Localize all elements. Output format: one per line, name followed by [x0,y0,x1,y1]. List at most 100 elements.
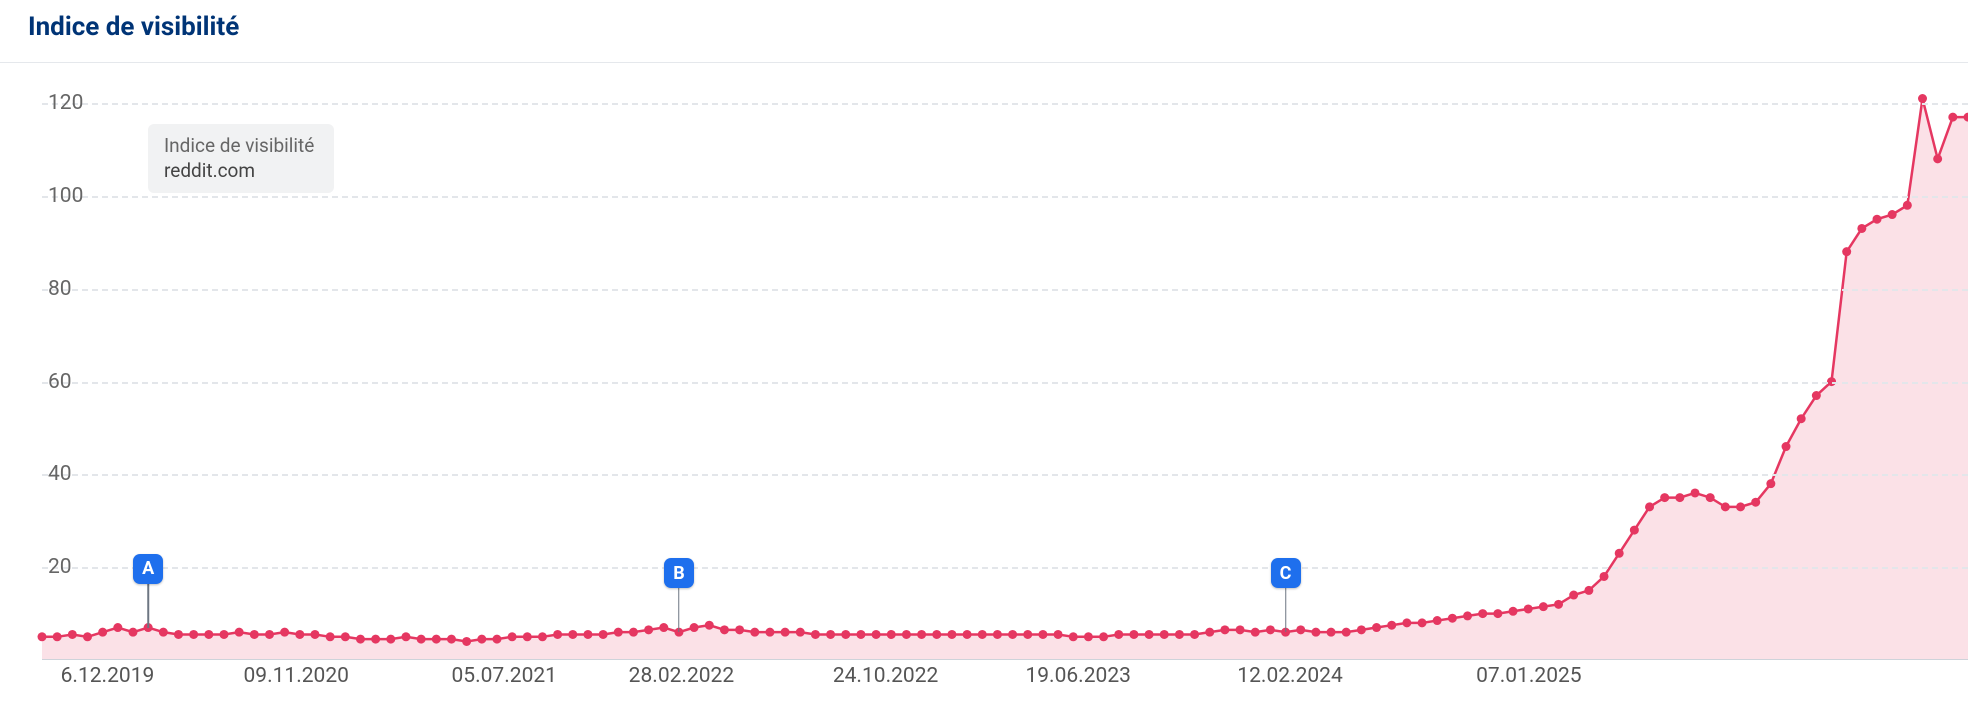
data-point[interactable] [1857,224,1866,233]
data-point[interactable] [492,635,501,644]
data-point[interactable] [1903,201,1912,210]
data-point[interactable] [1084,632,1093,641]
data-point[interactable] [1448,614,1457,623]
data-point[interactable] [568,630,577,639]
data-point[interactable] [386,635,395,644]
data-point[interactable] [705,621,714,630]
data-point[interactable] [1296,625,1305,634]
data-point[interactable] [811,630,820,639]
data-point[interactable] [447,635,456,644]
data-point[interactable] [295,630,304,639]
data-point[interactable] [265,630,274,639]
data-point[interactable] [659,623,668,632]
data-point[interactable] [1327,628,1336,637]
data-point[interactable] [371,635,380,644]
data-point[interactable] [826,630,835,639]
data-point[interactable] [1145,630,1154,639]
data-point[interactable] [887,630,896,639]
data-point[interactable] [1554,600,1563,609]
data-point[interactable] [68,630,77,639]
data-point[interactable] [796,628,805,637]
data-point[interactable] [1402,618,1411,627]
data-point[interactable] [1372,623,1381,632]
data-point[interactable] [310,630,319,639]
data-point[interactable] [1023,630,1032,639]
marker-badge-a[interactable]: A [133,554,163,584]
data-point[interactable] [356,635,365,644]
data-point[interactable] [963,630,972,639]
data-point[interactable] [1797,414,1806,423]
data-point[interactable] [1387,621,1396,630]
data-point[interactable] [1706,493,1715,502]
data-point[interactable] [1038,630,1047,639]
data-point[interactable] [1493,609,1502,618]
data-point[interactable] [1220,625,1229,634]
data-point[interactable] [1357,625,1366,634]
data-point[interactable] [1630,526,1639,535]
data-point[interactable] [523,632,532,641]
data-point[interactable] [947,630,956,639]
data-point[interactable] [538,632,547,641]
data-point[interactable] [1418,618,1427,627]
data-point[interactable] [204,630,213,639]
data-point[interactable] [720,625,729,634]
data-point[interactable] [219,630,228,639]
data-point[interactable] [1873,215,1882,224]
data-point[interactable] [841,630,850,639]
data-point[interactable] [1948,113,1957,122]
data-point[interactable] [1524,604,1533,613]
data-point[interactable] [1691,488,1700,497]
data-point[interactable] [781,628,790,637]
data-point[interactable] [1129,630,1138,639]
data-point[interactable] [599,630,608,639]
data-point[interactable] [1539,602,1548,611]
data-point[interactable] [993,630,1002,639]
legend[interactable]: Indice de visibilité reddit.com [148,124,334,193]
data-point[interactable] [1569,591,1578,600]
data-point[interactable] [128,628,137,637]
data-point[interactable] [83,632,92,641]
data-point[interactable] [113,623,122,632]
data-point[interactable] [1175,630,1184,639]
data-point[interactable] [1736,502,1745,511]
marker-badge-b[interactable]: B [664,558,694,588]
data-point[interactable] [1008,630,1017,639]
data-point[interactable] [174,630,183,639]
data-point[interactable] [280,628,289,637]
data-point[interactable] [583,630,592,639]
data-point[interactable] [38,632,47,641]
data-point[interactable] [1888,210,1897,219]
data-point[interactable] [1114,630,1123,639]
data-point[interactable] [98,628,107,637]
data-point[interactable] [1600,572,1609,581]
data-point[interactable] [235,628,244,637]
data-point[interactable] [341,632,350,641]
marker-badge-c[interactable]: C [1271,558,1301,588]
data-point[interactable] [1054,630,1063,639]
data-point[interactable] [401,632,410,641]
data-point[interactable] [1675,493,1684,502]
chart-area[interactable]: 20406080100120ABC Indice de visibilité r… [0,80,1968,706]
data-point[interactable] [1918,94,1927,103]
data-point[interactable] [1069,632,1078,641]
data-point[interactable] [432,635,441,644]
data-point[interactable] [1463,611,1472,620]
data-point[interactable] [326,632,335,641]
data-point[interactable] [856,630,865,639]
data-point[interactable] [1660,493,1669,502]
data-point[interactable] [1721,502,1730,511]
data-point[interactable] [872,630,881,639]
data-point[interactable] [1766,479,1775,488]
data-point[interactable] [477,635,486,644]
data-point[interactable] [978,630,987,639]
data-point[interactable] [462,637,471,646]
data-point[interactable] [1342,628,1351,637]
data-point[interactable] [553,630,562,639]
data-point[interactable] [690,623,699,632]
data-point[interactable] [1782,442,1791,451]
data-point[interactable] [1584,586,1593,595]
data-point[interactable] [750,628,759,637]
data-point[interactable] [932,630,941,639]
data-point[interactable] [629,628,638,637]
data-point[interactable] [189,630,198,639]
